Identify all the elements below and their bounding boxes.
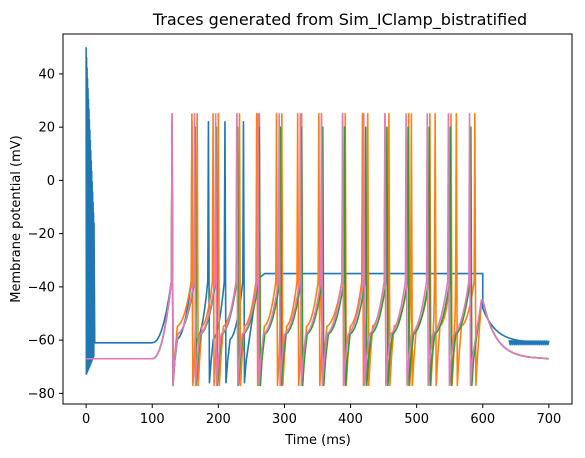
y-tick-label: 20 (38, 121, 55, 136)
chart-title: Traces generated from Sim_IClamp_bistrat… (152, 10, 527, 30)
x-axis-title: Time (ms) (284, 433, 351, 448)
x-tick-label: 600 (470, 412, 495, 427)
y-tick-label: 40 (38, 67, 55, 82)
series-line (86, 113, 549, 387)
x-tick-label: 300 (272, 412, 297, 427)
y-tick-label: −60 (28, 334, 55, 349)
x-tick-label: 400 (338, 412, 363, 427)
y-axis-title: Membrane potential (mV) (9, 135, 24, 302)
series-line (86, 113, 549, 387)
series-line (85, 47, 550, 384)
x-tick-label: 200 (206, 412, 231, 427)
x-tick-label: 100 (140, 412, 165, 427)
series-layer (85, 47, 550, 387)
x-axis-ticks: 0 100 200 300 400 500 600 700 (82, 404, 561, 427)
y-tick-label: 0 (47, 174, 55, 189)
y-tick-label: −20 (28, 227, 55, 242)
x-tick-label: 0 (82, 412, 90, 427)
y-axis-ticks: −80 −60 −40 −20 0 20 40 (28, 67, 63, 402)
x-tick-label: 500 (404, 412, 429, 427)
x-tick-label: 700 (536, 412, 561, 427)
plot-frame (62, 33, 573, 405)
y-tick-label: −40 (28, 280, 55, 295)
y-tick-label: −80 (28, 387, 55, 402)
